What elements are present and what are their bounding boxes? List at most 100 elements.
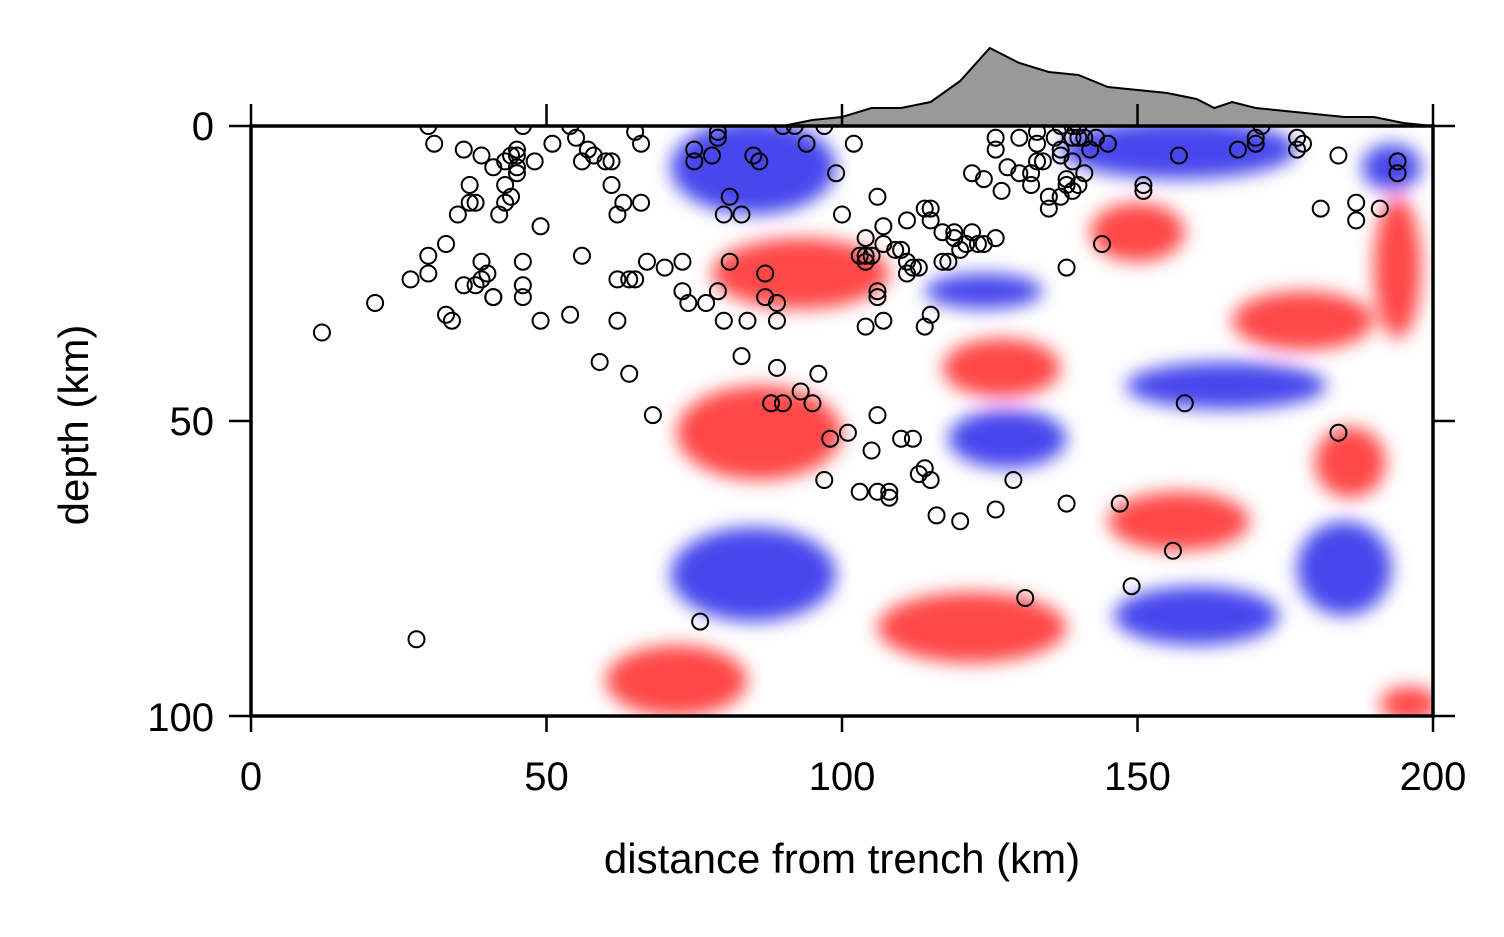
earthquake-point (856, 246, 875, 265)
earthquake-point (1028, 134, 1047, 153)
earthquake-point (1228, 140, 1247, 159)
earthquake-point (502, 187, 521, 206)
earthquake-point (903, 258, 922, 277)
earthquake-point (1388, 164, 1407, 183)
anomaly-negative-7 (924, 273, 1043, 309)
earthquake-point (1057, 494, 1076, 513)
earthquake-point (939, 252, 958, 271)
earthquake-point (590, 353, 609, 371)
earthquake-point (886, 240, 905, 259)
earthquake-point (1388, 152, 1407, 171)
anomaly-positive-5 (1373, 196, 1422, 339)
earthquake-point (850, 246, 869, 265)
earthquake-point (785, 126, 804, 135)
earthquake-point (366, 294, 385, 312)
earthquake-point (738, 311, 757, 330)
earthquake-point (1075, 164, 1094, 183)
earthquake-point (714, 205, 733, 224)
y-tick-label-0: 0 (192, 105, 214, 149)
earthquake-point (986, 500, 1005, 519)
earthquake-point (1033, 152, 1052, 171)
earthquake-point (1347, 211, 1366, 230)
earthquake-point (968, 235, 987, 253)
earthquake-point (945, 223, 964, 242)
earthquake-point (679, 294, 698, 312)
earthquake-point (862, 441, 881, 460)
earthquake-point (614, 193, 633, 212)
earthquake-point (974, 170, 993, 189)
earthquake-point (868, 406, 887, 425)
earthquake-point (608, 270, 627, 289)
earthquake-point (773, 126, 792, 135)
x-tick-label-150: 150 (1104, 755, 1171, 799)
earthquake-point (602, 176, 621, 194)
earthquake-point (1093, 235, 1112, 253)
anomaly-negative-14 (1113, 586, 1280, 646)
earthquake-point (1246, 134, 1265, 153)
anomaly-positive-19 (1379, 686, 1433, 716)
earthquake-point (1288, 140, 1307, 159)
earthquake-point (531, 311, 550, 330)
earthquake-point (838, 423, 857, 442)
earthquake-point (1063, 181, 1082, 200)
earthquake-point (691, 612, 710, 631)
earthquake-point (596, 152, 615, 171)
earthquake-point (632, 193, 651, 212)
earthquake-point (602, 152, 621, 171)
earthquake-point (868, 288, 887, 307)
earthquake-point (791, 382, 810, 401)
earthquake-point (803, 394, 822, 413)
earthquake-point (815, 471, 834, 489)
earthquake-point (1329, 423, 1348, 442)
earthquake-point (880, 488, 899, 507)
earthquake-point (903, 429, 922, 448)
earthquake-point (1069, 128, 1088, 147)
earthquake-point (643, 406, 662, 425)
anomaly-positive-18 (1107, 491, 1250, 551)
earthquake-point (708, 126, 727, 141)
earthquake-point (685, 140, 704, 159)
earthquake-point (1063, 152, 1082, 171)
earthquake-point (708, 282, 727, 301)
earthquake-point (1016, 589, 1035, 607)
earthquake-point (1110, 494, 1129, 513)
anomaly-positive-4 (1090, 202, 1185, 262)
earthquake-point (460, 176, 479, 194)
topography-profile (782, 46, 1434, 127)
earthquake-point (442, 311, 461, 330)
earthquake-point (673, 252, 692, 271)
earthquake-point (525, 152, 544, 171)
earthquake-point (815, 126, 834, 135)
earthquake-point (454, 276, 473, 295)
earthquake-point (1370, 199, 1389, 218)
earthquake-point (1347, 193, 1366, 212)
earthquake-point (868, 187, 887, 206)
velocity-anomaly-field (605, 126, 1433, 716)
earthquake-point (898, 211, 917, 230)
earthquake-point (484, 288, 503, 307)
earthquake-point (513, 276, 532, 295)
earthquake-point (626, 270, 645, 289)
earthquake-point (833, 205, 851, 224)
earthquake-point (921, 471, 940, 489)
earthquake-point (478, 264, 497, 283)
earthquake-point (773, 394, 792, 413)
earthquake-point (868, 282, 887, 301)
y-tick-label-50: 50 (170, 400, 215, 444)
earthquake-point (827, 164, 846, 183)
earthquake-point (909, 258, 928, 277)
anomaly-negative-1 (1060, 126, 1298, 180)
earthquake-point (1051, 140, 1070, 159)
earthquake-point (714, 311, 733, 330)
earthquake-point (1057, 176, 1076, 194)
earthquake-point (572, 246, 591, 265)
earthquake-point (767, 358, 786, 377)
earthquake-point (756, 264, 775, 283)
earthquake-point (809, 364, 828, 383)
earthquake-point (419, 246, 438, 265)
anomaly-positive-16 (877, 592, 1067, 663)
earthquake-point (732, 347, 751, 366)
anomaly-negative-8 (1125, 362, 1327, 410)
earthquake-point (767, 294, 786, 312)
anomaly-positive-11 (1314, 426, 1386, 498)
